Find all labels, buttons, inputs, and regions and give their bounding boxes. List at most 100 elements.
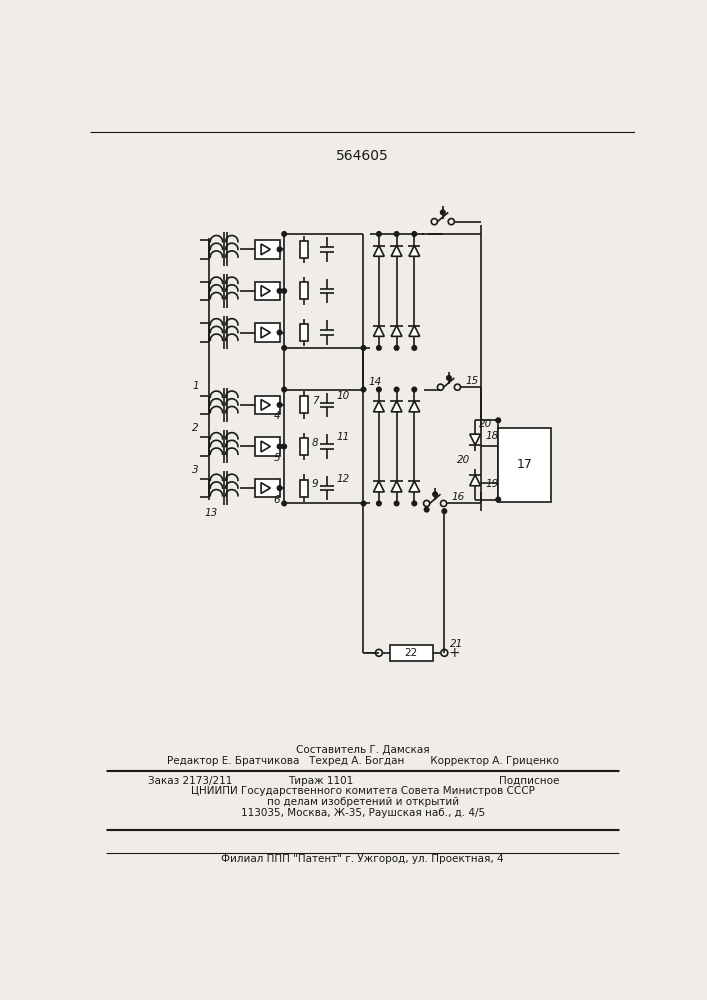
Text: 15: 15 (465, 376, 479, 386)
Circle shape (361, 346, 366, 350)
Text: 22: 22 (404, 648, 418, 658)
Bar (300, 324, 308, 341)
Circle shape (377, 387, 381, 392)
Text: 12: 12 (337, 474, 350, 484)
Bar (255, 479, 279, 497)
Bar (390, 645, 433, 661)
Bar (300, 480, 308, 497)
Text: 564605: 564605 (337, 149, 389, 163)
Bar (255, 437, 279, 456)
Text: 7: 7 (312, 396, 319, 406)
Circle shape (277, 247, 282, 252)
Text: 11: 11 (337, 432, 350, 442)
Polygon shape (469, 434, 481, 445)
Circle shape (361, 501, 366, 506)
Bar (255, 240, 279, 259)
Text: +: + (448, 646, 460, 660)
Text: 13: 13 (204, 508, 218, 518)
Text: Заказ 2173/211: Заказ 2173/211 (148, 776, 233, 786)
Text: Составитель Г. Дамская: Составитель Г. Дамская (296, 745, 430, 755)
Circle shape (377, 232, 381, 236)
Polygon shape (409, 401, 420, 412)
Circle shape (496, 497, 501, 502)
Text: 10: 10 (337, 391, 350, 401)
Bar (300, 241, 308, 258)
Text: Филиал ППП "Патент" г. Ужгород, ул. Проектная, 4: Филиал ППП "Патент" г. Ужгород, ул. Прое… (221, 854, 504, 864)
Circle shape (395, 501, 399, 506)
Circle shape (442, 509, 447, 513)
Circle shape (395, 346, 399, 350)
Circle shape (395, 232, 399, 236)
Polygon shape (409, 246, 420, 256)
Circle shape (412, 232, 416, 236)
Text: 20: 20 (479, 419, 492, 429)
Polygon shape (391, 326, 402, 336)
Bar (300, 396, 308, 413)
Text: Тираж 1101: Тираж 1101 (288, 776, 354, 786)
Text: 14: 14 (368, 377, 381, 387)
Text: 16: 16 (451, 492, 464, 502)
Polygon shape (469, 475, 481, 486)
Text: 8: 8 (312, 438, 319, 448)
Circle shape (412, 501, 416, 506)
Text: ЦНИИПИ Государственного комитета Совета Министров СССР: ЦНИИПИ Государственного комитета Совета … (191, 786, 534, 796)
Circle shape (277, 330, 282, 335)
Polygon shape (373, 401, 385, 412)
Text: 19: 19 (486, 479, 499, 489)
Circle shape (282, 501, 286, 506)
Text: 18: 18 (486, 431, 499, 441)
Circle shape (282, 387, 286, 392)
Text: 5: 5 (274, 453, 280, 463)
Polygon shape (409, 481, 420, 492)
Circle shape (377, 501, 381, 506)
Circle shape (282, 444, 286, 449)
Text: 20: 20 (457, 455, 470, 465)
Circle shape (277, 289, 282, 293)
Circle shape (395, 387, 399, 392)
Text: по делам изобретений и открытий: по делам изобретений и открытий (267, 797, 459, 807)
Circle shape (277, 486, 282, 490)
Circle shape (277, 403, 282, 407)
Text: −: − (363, 646, 375, 660)
Polygon shape (391, 481, 402, 492)
Bar (255, 282, 279, 300)
Circle shape (361, 387, 366, 392)
Bar (300, 282, 308, 299)
Circle shape (282, 289, 286, 293)
Polygon shape (373, 481, 385, 492)
Circle shape (412, 346, 416, 350)
Circle shape (496, 418, 501, 423)
Polygon shape (261, 286, 270, 296)
Polygon shape (409, 326, 420, 336)
Circle shape (277, 444, 282, 449)
Text: 21: 21 (450, 639, 463, 649)
Circle shape (447, 376, 451, 380)
Polygon shape (261, 327, 270, 338)
Polygon shape (373, 246, 385, 256)
Text: 4: 4 (274, 411, 280, 421)
Text: Редактор Е. Братчикова   Техред А. Богдан        Корректор А. Гриценко: Редактор Е. Братчикова Техред А. Богдан … (167, 756, 559, 766)
Circle shape (412, 387, 416, 392)
Circle shape (377, 346, 381, 350)
Text: 2: 2 (192, 423, 199, 433)
Text: 9: 9 (312, 479, 319, 489)
Polygon shape (261, 244, 270, 255)
Text: 113035, Москва, Ж-35, Раушская наб., д. 4/5: 113035, Москва, Ж-35, Раушская наб., д. … (240, 808, 485, 818)
Circle shape (282, 232, 286, 236)
Text: 3: 3 (192, 465, 199, 475)
Text: 17: 17 (517, 458, 532, 471)
Circle shape (433, 492, 438, 497)
Text: 6: 6 (274, 495, 280, 505)
Bar (300, 438, 308, 455)
Bar (255, 323, 279, 342)
Bar (255, 396, 279, 414)
Text: 1: 1 (192, 381, 199, 391)
Text: Подписное: Подписное (499, 776, 559, 786)
Polygon shape (261, 400, 270, 410)
Circle shape (440, 210, 445, 215)
Polygon shape (261, 483, 270, 493)
Polygon shape (391, 246, 402, 256)
Circle shape (282, 346, 286, 350)
Polygon shape (391, 401, 402, 412)
Polygon shape (261, 441, 270, 452)
